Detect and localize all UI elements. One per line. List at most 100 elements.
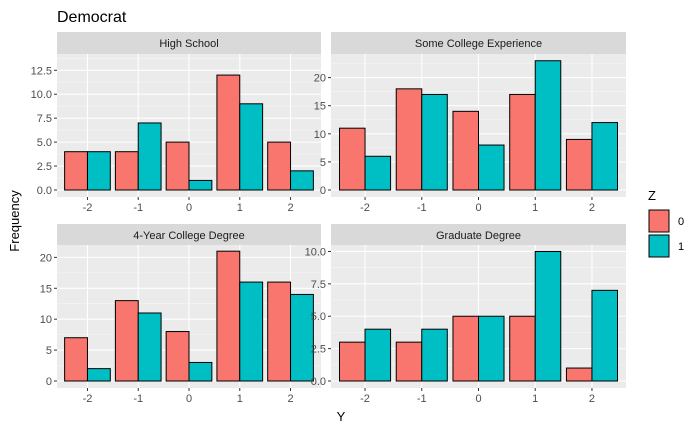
x-tick-label: 1 [237, 202, 243, 214]
y-tick-label: 10 [314, 129, 326, 141]
bar [114, 300, 139, 382]
y-tick-label: 0.0 [37, 185, 52, 197]
bar [239, 281, 264, 382]
bar [509, 93, 536, 191]
bar [395, 341, 423, 382]
facet-strip-label: Graduate Degree [436, 230, 521, 242]
y-tick-label: 0 [320, 185, 326, 197]
x-tick-label: -1 [133, 393, 143, 405]
x-tick-label: -1 [417, 202, 427, 214]
legend-key [648, 209, 670, 233]
y-tick-label: 2.5 [311, 344, 326, 356]
facet-panel: 4-Year College Degree 0 5 10 15 20 -2 -1 0 1 2 [40, 224, 321, 405]
legend-label: 0 [678, 216, 684, 228]
bar [565, 367, 593, 382]
x-tick-label: 2 [589, 202, 595, 214]
x-tick-label: -2 [360, 202, 370, 214]
x-axis-title: Y [337, 409, 346, 424]
y-tick-label: 7.5 [37, 113, 52, 125]
x-tick-label: 0 [475, 393, 481, 405]
x-tick-label: -1 [417, 393, 427, 405]
bar [114, 151, 139, 191]
bar [452, 315, 480, 382]
bar [421, 328, 448, 382]
bar [339, 341, 366, 382]
bar [364, 328, 392, 382]
facet-strip-label: High School [159, 38, 218, 50]
bar [509, 315, 536, 382]
x-tick-label: 1 [237, 393, 243, 405]
y-tick-label: 10.0 [305, 246, 326, 258]
y-tick-label: 5.0 [37, 137, 52, 149]
bar [421, 93, 448, 191]
bar [216, 74, 241, 191]
y-tick-label: 5 [320, 157, 326, 169]
bar [290, 293, 314, 382]
y-tick-label: 12.5 [31, 65, 52, 77]
y-tick-label: 15 [314, 101, 326, 113]
bar [188, 179, 213, 191]
y-axis-title: Frequency [7, 190, 22, 252]
facet-panel: Some College Experience 0 5 10 15 20 -2 -1 0 1 2 [314, 32, 626, 214]
y-tick-label: 2.5 [37, 161, 52, 173]
facet-strip [57, 224, 321, 246]
facet-strip-label: 4-Year College Degree [133, 230, 245, 242]
facet-strip [331, 32, 626, 54]
x-tick-label: 0 [475, 202, 481, 214]
bar [64, 151, 88, 191]
bar [86, 151, 111, 191]
y-tick-label: 0 [46, 376, 52, 388]
bar [591, 289, 618, 382]
bar [478, 315, 505, 382]
y-tick-label: 10 [40, 314, 52, 326]
x-tick-label: -2 [83, 393, 93, 405]
x-tick-label: 0 [186, 393, 192, 405]
y-tick-label: 5.0 [311, 311, 326, 323]
facet-panel: High School 0.0 2.5 5.0 7.5 10.0 12.5 -2 -1 0 1 2 [31, 32, 321, 214]
bar [239, 103, 264, 191]
legend: Z 0 1 [648, 188, 684, 258]
facet-strip [331, 224, 626, 246]
bar [137, 312, 162, 382]
bar [395, 88, 423, 191]
bar [452, 110, 480, 191]
y-tick-label: 7.5 [311, 279, 326, 291]
bar [165, 141, 190, 191]
bar [339, 127, 366, 191]
x-tick-label: -2 [360, 393, 370, 405]
x-tick-label: 2 [589, 393, 595, 405]
y-tick-label: 20 [314, 73, 326, 85]
y-tick-label: 10.0 [31, 89, 52, 101]
bar [478, 144, 505, 191]
x-tick-label: 0 [186, 202, 192, 214]
y-tick-label: 0.0 [311, 376, 326, 388]
x-tick-label: 2 [287, 202, 293, 214]
x-tick-label: -1 [133, 202, 143, 214]
x-tick-label: 2 [287, 393, 293, 405]
x-tick-label: 1 [532, 202, 538, 214]
bar [137, 122, 162, 191]
facet-strip-label: Some College Experience [415, 38, 542, 50]
legend-title: Z [648, 188, 656, 203]
facet-panel: Graduate Degree 0.0 2.5 5.0 7.5 10.0 -2 -1 0 1 2 [305, 224, 626, 405]
bar [216, 250, 241, 382]
legend-label: 1 [678, 241, 684, 253]
bar [165, 331, 190, 382]
x-tick-label: 1 [532, 393, 538, 405]
facet-strip [57, 32, 321, 54]
bar [64, 337, 88, 382]
bar [364, 155, 392, 191]
y-tick-label: 20 [40, 252, 52, 264]
bar [267, 281, 292, 382]
y-tick-label: 5 [46, 345, 52, 357]
bar [534, 60, 562, 191]
bar [591, 122, 618, 191]
legend-key [648, 234, 670, 258]
bar [188, 361, 213, 382]
bar [86, 368, 111, 382]
bar [267, 141, 292, 191]
y-tick-label: 15 [40, 283, 52, 295]
bar [565, 138, 593, 191]
